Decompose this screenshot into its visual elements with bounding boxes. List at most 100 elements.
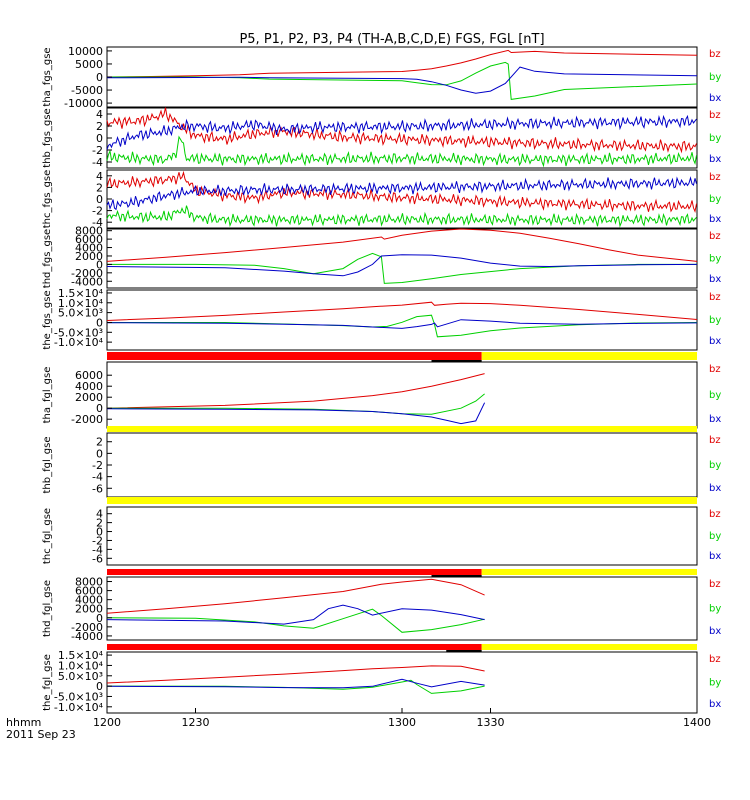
legend-bz: bz	[709, 509, 721, 520]
series-by-line	[107, 393, 485, 415]
legend-bz: bz	[709, 110, 721, 121]
series-bz-line	[106, 301, 698, 321]
panel-thc_fgl_gse: 420-2-4-6 thc_fgl_gse bz by bx	[42, 506, 721, 566]
y-axis-label: tha_fgl_gse	[42, 367, 53, 424]
y-tick-label: -4	[92, 543, 103, 556]
legend-bx: bx	[709, 699, 721, 710]
y-tick-label: -1.0×10⁴	[54, 336, 104, 349]
legend-bx: bx	[709, 214, 721, 225]
y-tick-label: 0	[96, 526, 103, 539]
series-bz-line	[106, 49, 698, 78]
y-tick-label: -5000	[71, 84, 103, 97]
y-axis-label: the_fgl_gse	[42, 654, 53, 711]
y-tick-label: -4	[92, 471, 103, 484]
y-tick-label: -2	[92, 144, 103, 157]
y-tick-label: 6000	[75, 369, 103, 382]
legend-bx: bx	[709, 93, 721, 104]
legend-bz: bz	[709, 49, 721, 60]
y-tick-label: 4	[96, 170, 103, 183]
series-bx-line	[106, 66, 698, 94]
y-tick-label: 2	[96, 120, 103, 133]
state-bar-segment	[481, 644, 697, 650]
y-axis-label: thd_fgs_gse	[42, 229, 53, 288]
y-tick-label: 5000	[75, 58, 103, 71]
y-tick-label: 6000	[75, 233, 103, 246]
legend-by: by	[709, 460, 721, 471]
y-tick-label: 1.5×10⁴	[58, 649, 104, 662]
y-tick-label: -2	[92, 459, 103, 472]
series-bx-line	[106, 402, 486, 425]
y-tick-label: 2000	[75, 391, 103, 404]
y-tick-label: 1.0×10⁴	[58, 659, 104, 672]
y-tick-label: 1.0×10⁴	[58, 297, 104, 310]
state-bar-segment	[107, 644, 482, 650]
time-label: hhmm	[6, 716, 41, 729]
panel-thc_fgs_gse: 420-2-4 thc_fgs_gse bz by bx	[42, 169, 721, 229]
y-tick-label: 1.5×10⁴	[58, 287, 104, 300]
y-tick-label: 0	[96, 612, 103, 625]
y-tick-label: -5.0×10³	[54, 326, 103, 339]
panel-frame	[106, 361, 698, 429]
y-tick-label: 4000	[75, 380, 103, 393]
state-bar-segment	[107, 426, 697, 432]
y-axis-label: the_fgs_gse	[42, 290, 53, 349]
y-axis-label: thc_fgs_gse	[42, 170, 53, 229]
y-axis-label: thc_fgl_gse	[42, 508, 53, 564]
y-tick-label: 5.0×10³	[58, 307, 103, 320]
x-tick-label: 1200	[93, 716, 121, 729]
panel-thb_fgs_gse: 420-2-4 thb_fgs_gse bz by bx	[42, 107, 721, 169]
series-by-line	[106, 608, 485, 633]
y-tick-label: 0	[96, 316, 103, 329]
series-by-line	[106, 205, 697, 228]
legend-by: by	[709, 604, 721, 615]
legend-bx: bx	[709, 626, 721, 637]
panel-frame	[106, 506, 698, 566]
y-tick-label: 4000	[75, 594, 103, 607]
y-tick-label: 6000	[75, 585, 103, 598]
state-bar-marker	[446, 650, 482, 652]
legend-bx: bx	[709, 154, 721, 165]
series-bx-line	[106, 254, 698, 277]
state-bar-segment	[107, 497, 697, 504]
y-tick-label: 2	[96, 181, 103, 194]
series-bz-line	[106, 107, 697, 154]
series-by-line	[107, 314, 698, 338]
y-tick-label: -4000	[71, 275, 103, 288]
legend-bz: bz	[709, 364, 721, 375]
legend-bx: bx	[709, 551, 721, 562]
series-bx-line	[106, 319, 698, 329]
state-bar-segment	[107, 569, 482, 575]
y-tick-label: 0	[96, 258, 103, 271]
y-tick-label: 0	[96, 680, 103, 693]
series-bx-line	[106, 114, 697, 150]
y-tick-label: 0	[96, 132, 103, 145]
legend-bz: bz	[709, 172, 721, 183]
panel-the_fgs_gse: 1.5×10⁴1.0×10⁴5.0×10³0-5.0×10³-1.0×10⁴th…	[42, 287, 721, 351]
x-tick-label: 1400	[683, 716, 711, 729]
legend-bz: bz	[709, 231, 721, 242]
legend-bz: bz	[709, 654, 721, 665]
y-tick-label: 0	[96, 402, 103, 415]
state-bar-segment	[481, 569, 697, 575]
y-tick-label: -2	[92, 205, 103, 218]
y-tick-label: 8000	[75, 576, 103, 589]
y-tick-label: -1.0×10⁴	[54, 701, 104, 714]
y-tick-label: 8000	[75, 225, 103, 238]
legend-by: by	[709, 390, 721, 401]
legend-bx: bx	[709, 274, 721, 285]
state-bar-marker	[431, 360, 482, 362]
series-bz-line	[106, 373, 485, 409]
x-tick-label: 1330	[477, 716, 505, 729]
y-tick-label: 0	[96, 71, 103, 84]
legend-bz: bz	[709, 435, 721, 446]
y-tick-label: 4000	[75, 242, 103, 255]
y-tick-label: -2	[92, 534, 103, 547]
series-by-line	[107, 252, 697, 284]
legend-by: by	[709, 72, 721, 83]
y-tick-label: 2000	[75, 603, 103, 616]
panel-frame	[106, 228, 698, 289]
